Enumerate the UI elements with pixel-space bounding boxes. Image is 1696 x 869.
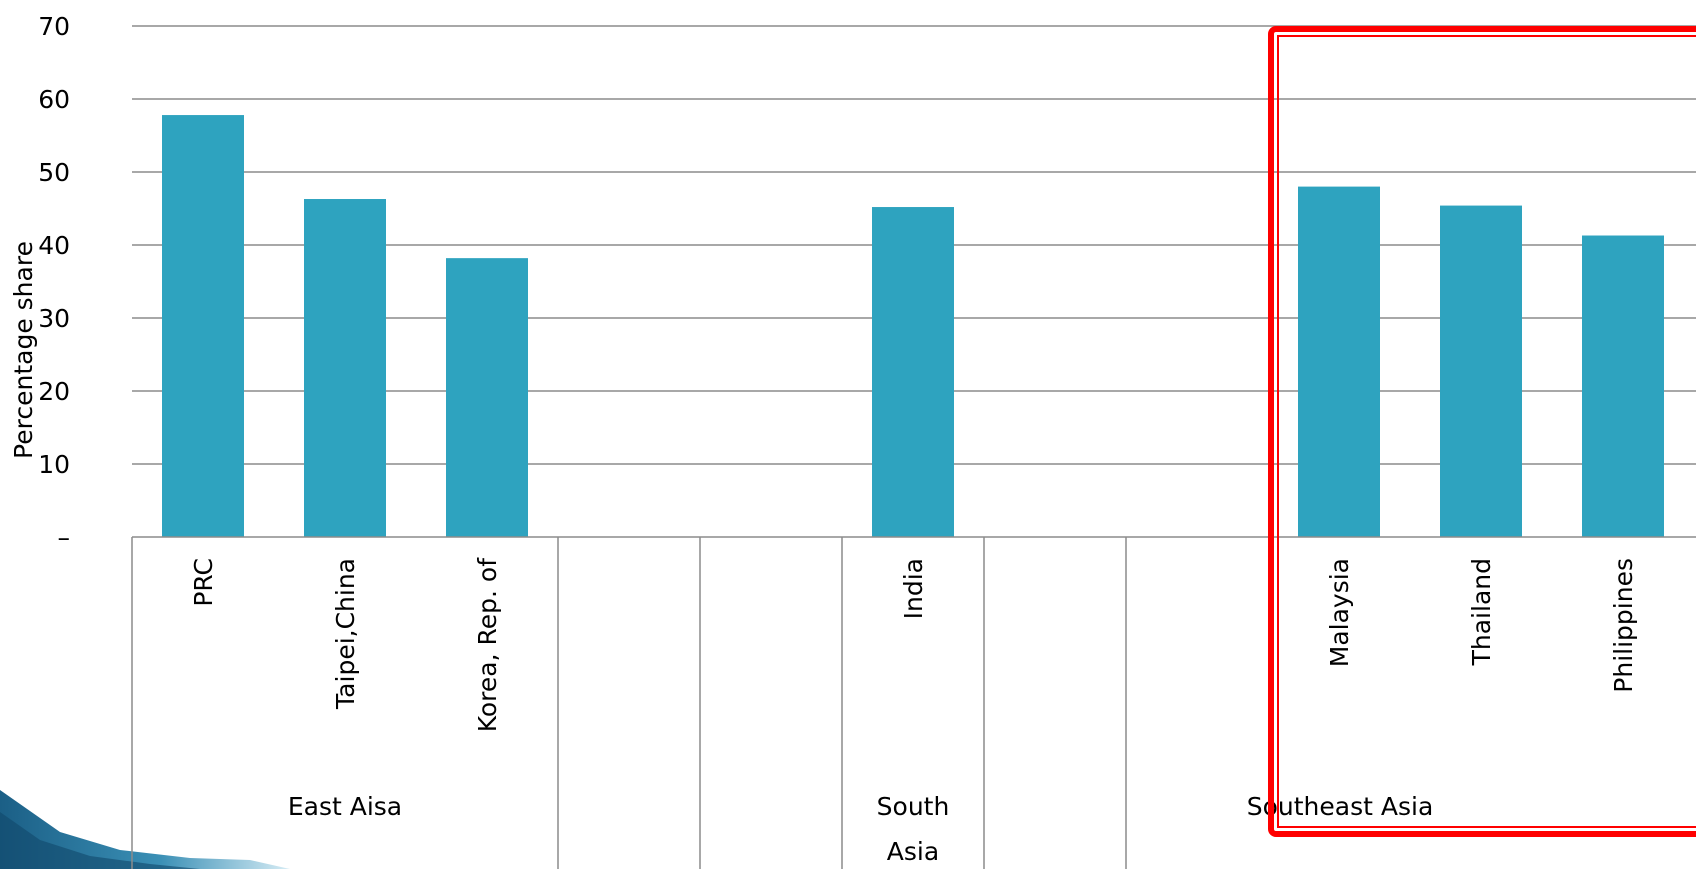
group-label: Southeast Asia [1247, 792, 1434, 821]
y-tick-label: – [58, 523, 71, 552]
category-label: Philippines [1609, 558, 1638, 693]
category-labels: PRC Taipei,China Korea, Rep. of India Malays… [189, 557, 1638, 732]
category-label: Thailand [1467, 558, 1496, 666]
bar [446, 258, 528, 537]
highlight-outer [1268, 26, 1696, 837]
bar [1440, 205, 1522, 537]
category-table [131, 536, 1696, 869]
category-label: India [899, 558, 928, 619]
bar [162, 115, 244, 537]
bar [1582, 235, 1664, 537]
group-labels: East Aisa South Asia Southeast Asia [288, 792, 1433, 866]
y-tick-label: 50 [38, 158, 70, 187]
y-tick-label: 20 [38, 377, 70, 406]
group-label: East Aisa [288, 792, 402, 821]
category-label: Malaysia [1325, 558, 1354, 667]
y-tick-label: 40 [38, 231, 70, 260]
bar [1298, 186, 1380, 537]
y-axis-label: Percentage share [9, 241, 38, 459]
y-tick-label: 60 [38, 85, 70, 114]
bar [872, 207, 954, 538]
highlight-box [1268, 26, 1696, 837]
bars [162, 115, 1664, 538]
y-tick-label: 10 [38, 450, 70, 479]
category-label: Korea, Rep. of [473, 557, 502, 732]
y-axis-ticks: – 10 20 30 40 50 60 70 [38, 12, 70, 552]
decorative-wave [0, 790, 290, 869]
category-label: Taipei,China [331, 558, 360, 710]
bar [304, 199, 386, 537]
y-tick-label: 70 [38, 12, 70, 41]
highlight-inner [1277, 35, 1696, 828]
y-tick-label: 30 [38, 304, 70, 333]
category-label: PRC [189, 558, 218, 607]
group-label: South Asia [877, 792, 950, 866]
